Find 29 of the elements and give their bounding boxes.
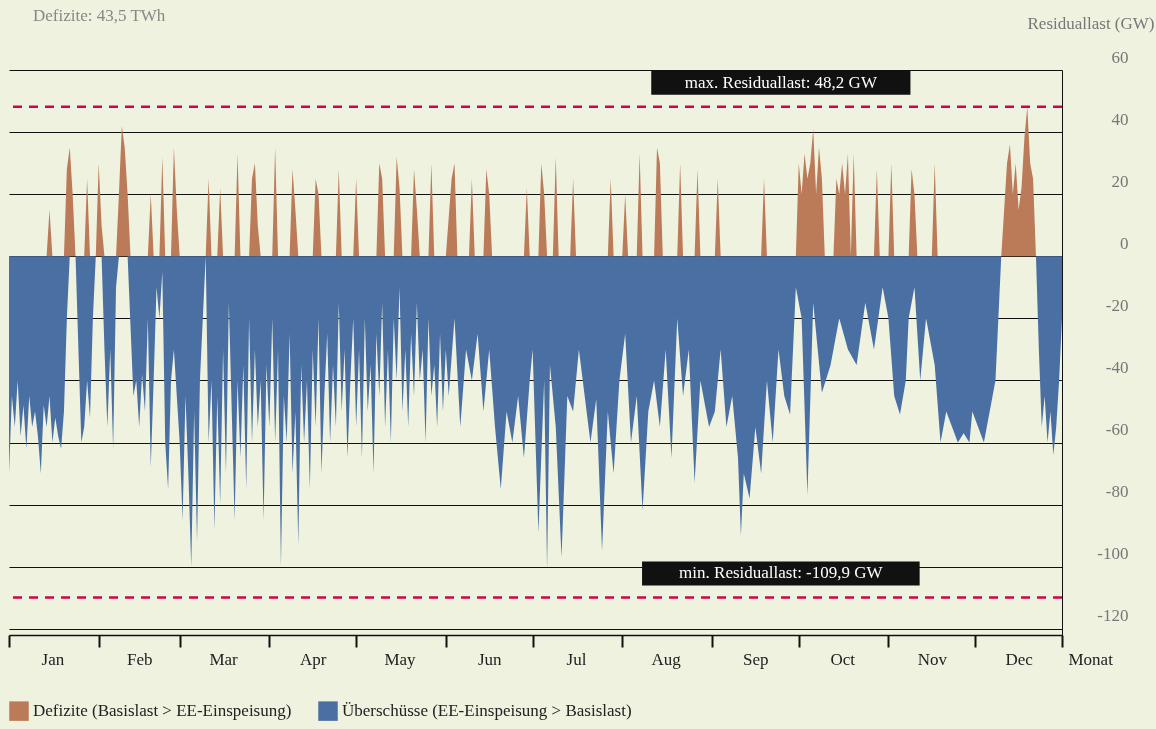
legend-label: Überschüsse (EE-Einspeisung > Basislast) [342, 701, 632, 721]
legend-label: Defizite (Basislast > EE-Einspeisung) [33, 701, 292, 721]
ref-line-label: min. Residuallast: -109,9 GW [679, 563, 884, 583]
y-tick-label: 40 [1111, 109, 1129, 129]
y-tick-label: -60 [1105, 420, 1129, 440]
x-tick-label: Feb [126, 649, 153, 669]
x-tick-label: Jan [41, 649, 65, 669]
y-tick-label: 0 [1120, 233, 1129, 253]
x-tick-label: Jul [566, 649, 587, 669]
text: Defizite: 43,5 TWh [33, 6, 166, 25]
x-tick-label: Nov [917, 649, 948, 669]
y-tick-label: -40 [1105, 357, 1129, 377]
y-tick-label: 60 [1111, 47, 1129, 67]
y-tick-label: -80 [1105, 482, 1129, 502]
x-tick-label: Sep [743, 649, 769, 669]
x-tick-label: Aug [651, 649, 682, 669]
y-tick-label: 20 [1111, 171, 1129, 191]
x-tick-label: Jun [477, 649, 503, 669]
x-tick-label: May [384, 649, 417, 669]
x-tick-label: Oct [830, 649, 856, 669]
x-tick-label: Apr [300, 649, 327, 669]
x-tick-label: Mar [209, 649, 239, 669]
y-axis-title: Residuallast (GW) [1027, 13, 1155, 33]
x-axis-title: Monat [1068, 649, 1114, 669]
ref-line-label: max. Residuallast: 48,2 GW [684, 72, 878, 92]
x-tick-label: Dec [1005, 649, 1034, 669]
y-tick-label: -120 [1097, 606, 1129, 626]
y-tick-label: -100 [1097, 544, 1129, 564]
y-tick-label: -20 [1105, 295, 1129, 315]
